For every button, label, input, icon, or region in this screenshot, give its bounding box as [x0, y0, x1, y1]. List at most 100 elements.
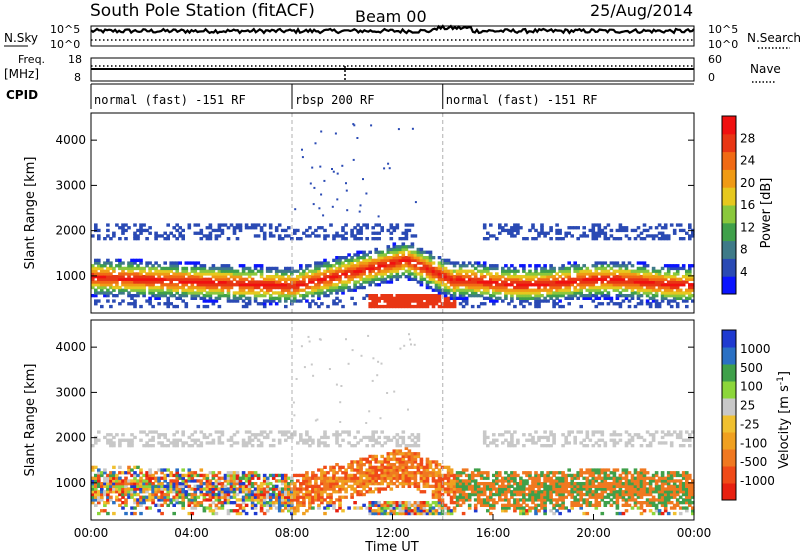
heatmap-cell	[118, 487, 122, 491]
heatmap-cell	[425, 256, 430, 260]
heatmap-cell	[142, 473, 146, 478]
heatmap-cell	[576, 501, 580, 505]
heatmap-cell	[320, 476, 324, 480]
heatmap-cell	[193, 231, 198, 235]
heatmap-cell	[256, 283, 261, 287]
heatmap-cell	[271, 495, 276, 499]
heatmap-cell	[136, 473, 140, 478]
heatmap-cell	[344, 256, 348, 260]
heatmap-cell	[320, 264, 324, 268]
heatmap-cell	[178, 438, 182, 442]
heatmap-cell	[100, 266, 104, 271]
heatmap-cell	[594, 280, 599, 284]
heatmap-cell	[449, 277, 454, 281]
heatmap-cell	[507, 484, 511, 488]
heatmap-cell	[440, 506, 445, 510]
heatmap-cell	[326, 234, 330, 238]
heatmap-cell	[691, 288, 695, 292]
heatmap-cell	[386, 506, 391, 510]
heatmap-cell	[588, 294, 593, 298]
heatmap-cell	[440, 479, 445, 483]
heatmap-cell	[166, 438, 170, 442]
heatmap-cell	[142, 280, 146, 284]
heatmap-cell	[94, 482, 98, 486]
heatmap-cell	[130, 511, 134, 516]
heatmap-cell	[425, 471, 430, 475]
heatmap-cell	[223, 294, 228, 298]
heatmap-cell	[217, 506, 222, 510]
heatmap-cell	[256, 438, 261, 442]
heatmap-cell	[615, 294, 620, 298]
heatmap-cell	[543, 283, 547, 287]
heatmap-cell	[437, 463, 442, 467]
heatmap-cell	[645, 275, 650, 279]
heatmap-cell	[163, 487, 167, 491]
heatmap-cell	[482, 223, 487, 227]
heatmap-cell	[335, 490, 339, 494]
heatmap-cell	[492, 291, 496, 295]
heatmap-cell	[386, 258, 391, 262]
heatmap-cell	[437, 296, 442, 300]
heatmap-cell	[543, 509, 547, 513]
heatmap-cell	[214, 492, 219, 497]
heatmap-cell	[277, 430, 282, 434]
heatmap-cell	[495, 266, 499, 271]
heatmap-cell	[404, 264, 409, 268]
heatmap-cell	[458, 473, 463, 478]
heatmap-cell	[501, 433, 505, 437]
heatmap-cell	[280, 288, 285, 292]
heatmap-cell	[365, 484, 369, 488]
heatmap-cell	[648, 288, 653, 292]
heatmap-cell	[169, 280, 173, 284]
heatmap-cell	[645, 269, 650, 273]
heatmap-cell	[467, 277, 472, 281]
heatmap-cell	[516, 490, 520, 494]
heatmap-cell	[534, 511, 538, 516]
heatmap-cell	[299, 275, 303, 279]
heatmap-cell	[100, 304, 104, 309]
heatmap-cell	[531, 487, 535, 491]
heatmap-cell	[356, 468, 360, 472]
heatmap-cell	[91, 275, 95, 279]
heatmap-cell	[94, 503, 98, 507]
heatmap-cell	[645, 272, 650, 276]
heatmap-cell	[226, 473, 231, 478]
heatmap-cell	[404, 256, 409, 260]
heatmap-cell	[166, 487, 170, 491]
heatmap-cell	[507, 302, 511, 306]
heatmap-cell	[467, 484, 472, 488]
heatmap-cell	[293, 296, 297, 300]
heatmap-cell	[106, 280, 110, 284]
heatmap-cell	[452, 487, 457, 491]
heatmap-cell	[380, 465, 384, 469]
heatmap-cell	[106, 269, 110, 273]
heatmap-cell	[296, 479, 300, 483]
heatmap-cell	[97, 471, 101, 475]
heatmap-cell	[362, 503, 366, 507]
heatmap-cell	[407, 503, 412, 507]
heatmap-cell	[118, 479, 122, 483]
heatmap-cell	[410, 465, 415, 469]
heatmap-cell	[311, 231, 315, 235]
heatmap-cell	[160, 476, 164, 480]
heatmap-cell	[467, 503, 472, 507]
heatmap-cell	[410, 471, 415, 475]
heatmap-cell	[525, 473, 529, 478]
heatmap-cell	[419, 473, 424, 478]
heatmap-cell	[633, 272, 638, 276]
heatmap-cell	[356, 256, 360, 260]
heatmap-cell	[172, 272, 176, 276]
heatmap-cell	[395, 473, 400, 478]
heatmap-cell	[271, 503, 276, 507]
heatmap-cell	[431, 304, 436, 309]
heatmap-cell	[118, 237, 122, 241]
heatmap-cell	[615, 277, 620, 281]
heatmap-cell	[651, 288, 656, 292]
heatmap-cell	[428, 484, 433, 488]
heatmap-cell	[109, 261, 113, 265]
heatmap-cell	[127, 266, 131, 271]
heatmap-cell	[446, 277, 451, 281]
heatmap-cell	[410, 250, 415, 254]
heatmap-cell	[392, 261, 397, 265]
heatmap-cell	[121, 288, 125, 292]
